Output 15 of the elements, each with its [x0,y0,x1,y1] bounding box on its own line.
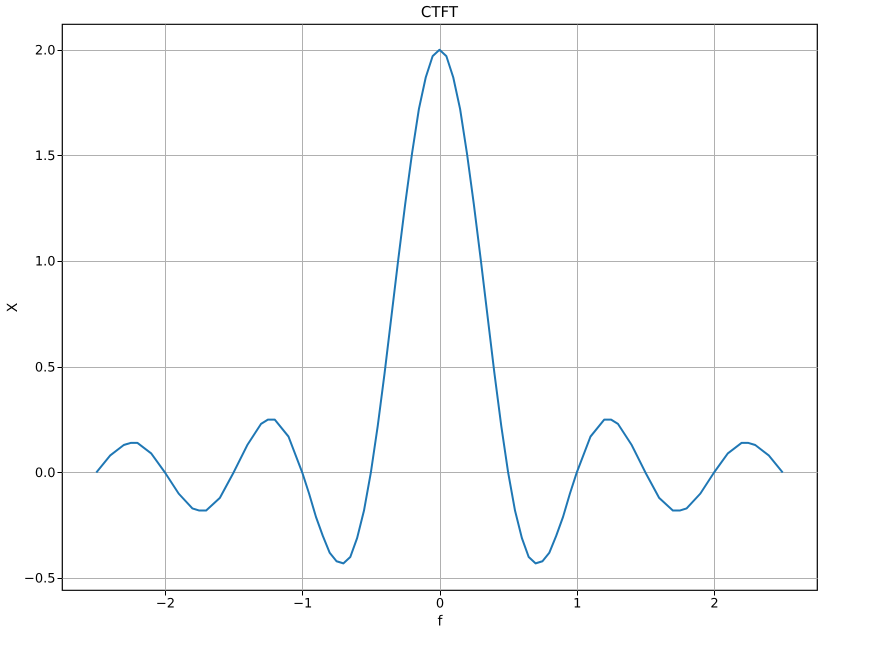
x-tick-label: 2 [710,596,719,612]
y-axis-title: X [4,302,21,312]
chart-title: CTFT [420,3,459,21]
y-tick-label: 0.0 [34,466,56,481]
y-tick-label: 1.0 [34,254,56,270]
y-tick-label: 2.0 [34,43,56,58]
x-tick-label: 0 [436,596,444,612]
line-series [95,48,784,564]
x-tick-label: −2 [156,596,176,612]
x-tick-label: 1 [573,596,582,612]
x-axis-title: f [438,614,444,630]
y-tick-label: 1.5 [34,148,56,164]
y-tick-label: 0.5 [34,360,56,376]
y-tick-label: −0.5 [24,572,56,587]
x-tick-label: −1 [293,596,312,612]
